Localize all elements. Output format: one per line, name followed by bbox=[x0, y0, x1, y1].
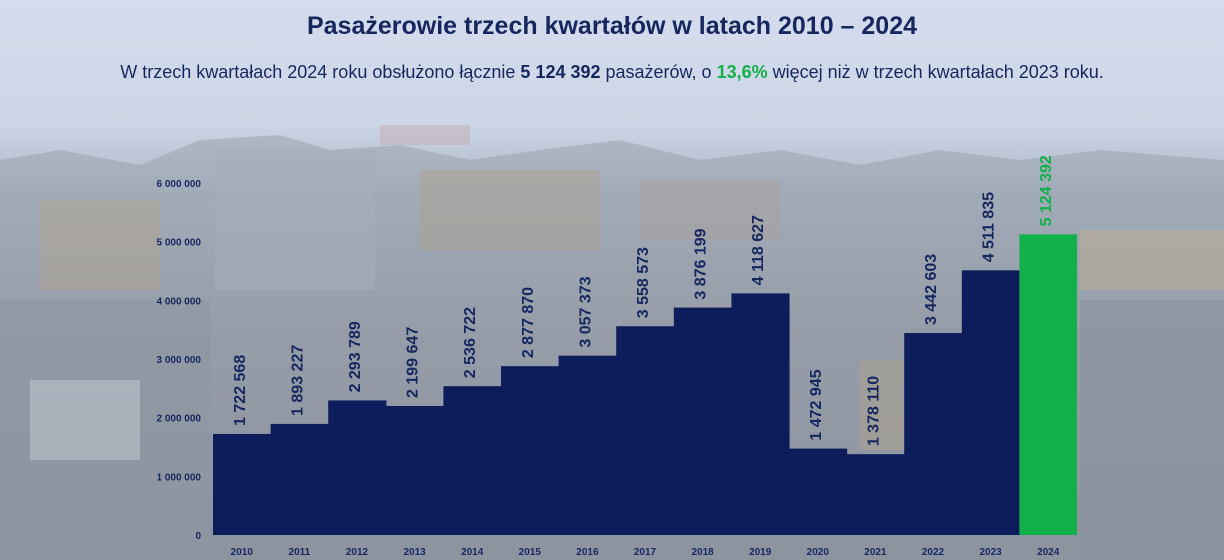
bar-2024 bbox=[1019, 234, 1077, 535]
y-tick-label: 4 000 000 bbox=[157, 296, 202, 307]
y-tick-label: 6 000 000 bbox=[157, 179, 202, 190]
x-tick-2015: 2015 bbox=[519, 547, 542, 558]
x-tick-2016: 2016 bbox=[576, 547, 599, 558]
subtitle-text-3: więcej niż w trzech kwartałach 2023 roku… bbox=[767, 62, 1104, 82]
x-axis: 2010 2011 2012 2013 2014 2015 2016 2017 2018 2019… bbox=[231, 547, 1060, 558]
x-tick-2019: 2019 bbox=[749, 547, 772, 558]
data-label-2014: 2 536 722 bbox=[462, 307, 479, 378]
subtitle-text-1: W trzech kwartałach 2024 roku obsłużono … bbox=[120, 62, 521, 82]
y-tick-label: 2 000 000 bbox=[157, 414, 202, 425]
data-label-2010: 1 722 568 bbox=[232, 355, 249, 426]
bar-2020 bbox=[789, 448, 848, 535]
data-label-2024: 5 124 392 bbox=[1038, 155, 1055, 226]
subtitle-text-2: pasażerów, o bbox=[600, 62, 717, 82]
data-label-2020: 1 472 945 bbox=[808, 369, 825, 440]
data-label-2013: 2 199 647 bbox=[405, 327, 422, 398]
x-tick-2021: 2021 bbox=[864, 547, 887, 558]
bars bbox=[213, 234, 1077, 535]
bar-2021 bbox=[846, 454, 905, 535]
y-tick-label: 3 000 000 bbox=[157, 355, 202, 366]
data-label-2019: 4 118 627 bbox=[750, 215, 767, 285]
x-tick-2017: 2017 bbox=[634, 547, 657, 558]
bar-2016 bbox=[558, 355, 617, 535]
bar-2023 bbox=[961, 270, 1020, 535]
bar-2022 bbox=[904, 333, 963, 535]
data-label-2018: 3 876 199 bbox=[693, 228, 710, 299]
data-labels: 1 722 568 1 893 227 2 293 789 2 199 647 2 53… bbox=[232, 155, 1055, 446]
bar-2012 bbox=[328, 400, 387, 535]
data-label-2021: 1 378 110 bbox=[865, 376, 882, 446]
y-tick-label: 0 bbox=[195, 531, 201, 542]
bar-2011 bbox=[270, 423, 329, 535]
bar-2015 bbox=[501, 366, 560, 535]
bar-2010 bbox=[213, 433, 272, 535]
x-tick-2018: 2018 bbox=[691, 547, 714, 558]
x-tick-2012: 2012 bbox=[346, 547, 369, 558]
x-tick-2013: 2013 bbox=[403, 547, 426, 558]
bar-2017 bbox=[616, 326, 675, 535]
subtitle-total: 5 124 392 bbox=[520, 62, 601, 82]
y-tick-label: 1 000 000 bbox=[157, 472, 202, 483]
x-tick-2011: 2011 bbox=[289, 547, 311, 558]
data-label-2017: 3 558 573 bbox=[635, 247, 652, 318]
x-tick-2020: 2020 bbox=[807, 547, 830, 558]
y-axis: 0 1 000 000 2 000 000 3 000 000 4 000 000 5 0… bbox=[157, 179, 202, 542]
x-tick-2022: 2022 bbox=[922, 547, 945, 558]
x-tick-2023: 2023 bbox=[979, 547, 1002, 558]
data-label-2023: 4 511 835 bbox=[981, 192, 998, 262]
x-tick-2010: 2010 bbox=[231, 547, 254, 558]
data-label-2022: 3 442 603 bbox=[923, 254, 940, 325]
x-tick-2024: 2024 bbox=[1037, 547, 1060, 558]
data-label-2015: 2 877 870 bbox=[520, 287, 537, 358]
bar-2014 bbox=[443, 386, 502, 535]
chart-title: Pasażerowie trzech kwartałów w latach 20… bbox=[306, 12, 918, 40]
bar-2019 bbox=[731, 293, 790, 535]
subtitle-percent: 13,6% bbox=[716, 62, 768, 82]
data-label-2011: 1 893 227 bbox=[289, 345, 306, 416]
bar-2018 bbox=[673, 307, 732, 535]
data-label-2012: 2 293 789 bbox=[347, 321, 364, 392]
data-label-2016: 3 057 373 bbox=[577, 276, 594, 347]
x-tick-2014: 2014 bbox=[461, 547, 484, 558]
bar-2013 bbox=[385, 405, 444, 535]
y-tick-label: 5 000 000 bbox=[157, 238, 202, 249]
chart-subtitle: W trzech kwartałach 2024 roku obsłużono … bbox=[100, 56, 1124, 88]
